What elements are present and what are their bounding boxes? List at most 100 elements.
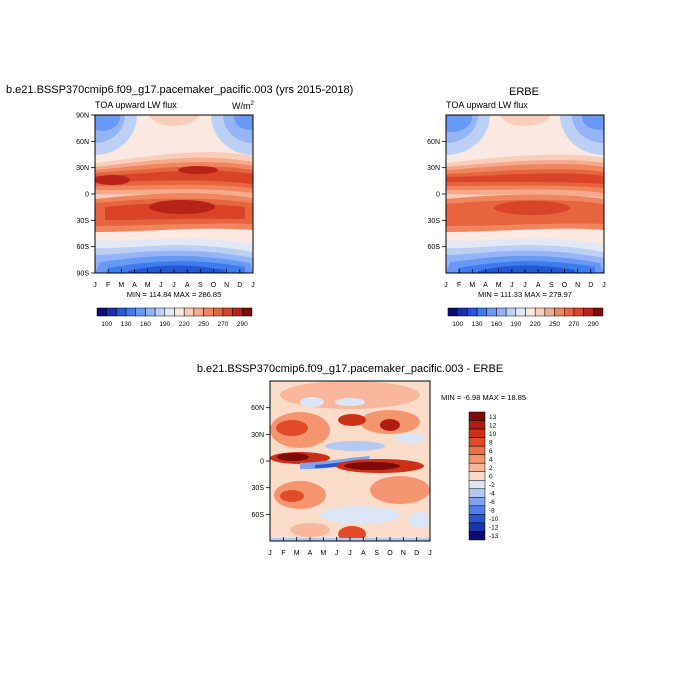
model-nh-summer-warm <box>148 115 200 126</box>
colorbar-swatch <box>496 307 507 317</box>
diff-anomaly <box>280 490 304 502</box>
month-tick-label: J <box>159 282 163 289</box>
month-tick-label: D <box>237 282 242 289</box>
lat-tick-label: 30N <box>76 165 89 172</box>
month-tick-label: M <box>118 282 124 289</box>
colorbar-swatch <box>544 307 555 317</box>
lat-tick-label: 0 <box>260 459 264 466</box>
colorbar-label: 270 <box>218 321 229 328</box>
month-tick-label: J <box>602 282 606 289</box>
colorbar-swatch <box>222 307 233 317</box>
colorbar-label: 290 <box>237 321 248 328</box>
month-tick-label: D <box>588 282 593 289</box>
month-tick-label: J <box>251 282 255 289</box>
colorbar-swatch <box>468 471 486 481</box>
colorbar-swatch <box>486 307 497 317</box>
diff-anomaly <box>276 420 308 436</box>
colorbar-swatch <box>468 488 486 498</box>
colorbar-swatch <box>468 420 486 430</box>
colorbar-label: 270 <box>569 321 580 328</box>
month-tick-label: O <box>387 550 393 557</box>
obs-sh-cold-core <box>478 265 575 273</box>
colorbar-label: 130 <box>472 321 483 328</box>
colorbar-swatch <box>125 307 136 317</box>
colorbar-label: 130 <box>121 321 132 328</box>
colorbar-swatch <box>203 307 214 317</box>
month-tick-label: A <box>361 550 366 557</box>
colorbar-swatch <box>213 307 224 317</box>
month-tick-label: S <box>549 282 554 289</box>
month-tick-label: O <box>211 282 217 289</box>
colorbar-swatch <box>534 307 546 317</box>
colorbar-label: 290 <box>588 321 599 328</box>
colorbar-swatch <box>468 505 486 515</box>
diff-lat-ticks: 60N 30N 0 30S 60S <box>251 405 270 519</box>
obs-variable-label: TOA upward LW flux <box>446 100 528 110</box>
month-tick-label: J <box>335 550 339 557</box>
colorbar-label: 160 <box>140 321 151 328</box>
colorbar-swatch <box>468 514 486 524</box>
obs-nh-summer-warm <box>499 115 551 126</box>
colorbar-swatch <box>468 522 486 532</box>
colorbar-swatch <box>193 307 204 317</box>
colorbar-swatch <box>183 307 195 317</box>
colorbar-swatch <box>96 307 107 317</box>
colorbar-swatch <box>476 307 487 317</box>
lat-tick-label: 30S <box>77 218 90 225</box>
colorbar-swatch <box>164 307 175 317</box>
diff-anomaly <box>277 453 309 461</box>
colorbar-swatch <box>116 307 127 317</box>
colorbar-label: -8 <box>489 508 495 515</box>
panel-diff: b.e21.BSSP370cmip6.f09_g17.pacemaker_pac… <box>197 363 526 557</box>
lat-tick-label: 60N <box>427 139 440 146</box>
colorbar-swatch <box>468 445 486 455</box>
colorbar-swatch <box>106 307 117 317</box>
month-tick-label: F <box>457 282 461 289</box>
colorbar-label: 160 <box>491 321 502 328</box>
colorbar-swatch <box>467 307 478 317</box>
colorbar-label: 220 <box>530 321 541 328</box>
model-units-label: W/m2 <box>232 101 255 111</box>
diff-anomaly <box>408 512 430 528</box>
lat-tick-label: 0 <box>85 192 89 199</box>
month-tick-label: J <box>268 550 272 557</box>
colorbar-swatch <box>457 307 468 317</box>
colorbar-swatch <box>564 307 575 317</box>
model-colorbar: 100 130 160 190 220 250 270 290 <box>96 307 253 328</box>
month-tick-label: N <box>575 282 580 289</box>
month-tick-label: A <box>536 282 541 289</box>
obs-nh-cold-core <box>446 115 472 132</box>
colorbar-label: 0 <box>489 474 493 481</box>
month-tick-label: M <box>496 282 502 289</box>
obs-min-max: MIN = 111.33 MAX = 279.97 <box>478 290 572 299</box>
model-heatmap <box>95 115 253 273</box>
diff-anomaly <box>394 433 426 443</box>
model-sh-subtropic-max <box>149 200 215 214</box>
month-tick-label: A <box>483 282 488 289</box>
model-sh-cold-core <box>128 265 225 273</box>
colorbar-swatch <box>468 411 486 421</box>
colorbar-label: 13 <box>489 414 497 421</box>
lat-tick-label: 30S <box>428 218 441 225</box>
month-tick-label: N <box>401 550 406 557</box>
diff-anomaly <box>380 419 400 431</box>
colorbar-label: 190 <box>159 321 170 328</box>
month-tick-label: J <box>444 282 448 289</box>
colorbar-swatch <box>154 307 166 317</box>
month-tick-label: J <box>523 282 527 289</box>
colorbar-swatch <box>468 480 486 490</box>
month-tick-label: J <box>428 550 432 557</box>
lat-tick-label: 30N <box>251 432 264 439</box>
colorbar-swatch <box>573 307 584 317</box>
colorbar-swatch <box>242 307 253 317</box>
month-tick-label: M <box>294 550 300 557</box>
month-tick-label: J <box>510 282 514 289</box>
colorbar-swatch <box>593 307 604 317</box>
obs-title: ERBE <box>509 86 539 98</box>
colorbar-swatch <box>447 307 458 317</box>
diff-anomaly <box>344 462 400 470</box>
obs-heatmap <box>446 115 604 273</box>
colorbar-label: 10 <box>489 431 497 438</box>
